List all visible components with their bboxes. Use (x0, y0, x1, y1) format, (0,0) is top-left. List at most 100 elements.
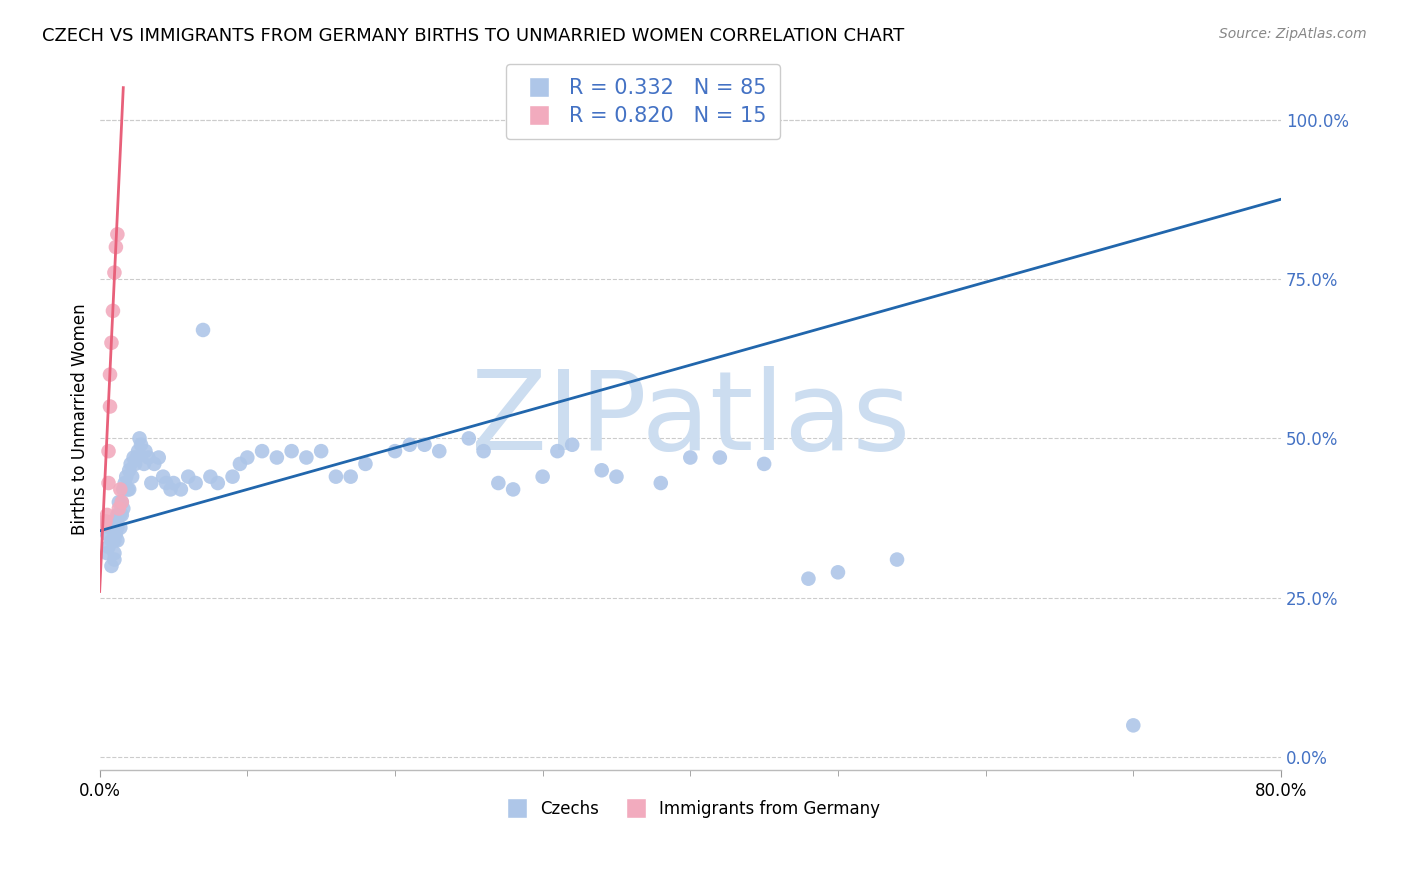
Legend: Czechs, Immigrants from Germany: Czechs, Immigrants from Germany (494, 794, 887, 825)
Point (124, 457, 146, 471)
Point (886, 552, 908, 566)
Point (1122, 718, 1144, 732)
Point (427, 444, 450, 458)
Point (112, 483, 135, 497)
Point (111, 495, 134, 509)
Point (121, 469, 143, 483)
Point (280, 444, 302, 458)
Point (325, 469, 347, 483)
Point (127, 444, 149, 458)
Point (561, 438, 583, 452)
Point (104, 514, 127, 528)
Point (125, 450, 148, 465)
Point (207, 476, 229, 491)
Point (108, 508, 131, 522)
Point (101, 514, 124, 528)
Point (97, 476, 120, 491)
Point (111, 508, 134, 522)
Point (472, 444, 495, 458)
Point (105, 227, 128, 242)
Point (229, 457, 252, 471)
Point (591, 463, 613, 477)
Point (132, 457, 155, 471)
Point (159, 483, 181, 497)
Point (118, 463, 141, 477)
Point (96, 546, 118, 560)
Point (221, 469, 243, 483)
Point (105, 508, 128, 522)
Point (96, 527, 118, 541)
Point (148, 450, 170, 465)
Point (103, 546, 125, 560)
Point (120, 457, 142, 471)
Point (752, 457, 775, 471)
Point (605, 469, 627, 483)
Point (100, 533, 122, 548)
Point (112, 501, 135, 516)
Point (679, 450, 702, 465)
Text: CZECH VS IMMIGRANTS FROM GERMANY BIRTHS TO UNMARRIED WOMEN CORRELATION CHART: CZECH VS IMMIGRANTS FROM GERMANY BIRTHS … (42, 27, 904, 45)
Point (93, 517, 115, 532)
Point (162, 476, 184, 491)
Point (110, 521, 132, 535)
Point (457, 431, 479, 445)
Point (134, 444, 156, 458)
Point (118, 483, 141, 497)
Point (108, 495, 131, 509)
Point (98, 521, 121, 535)
Point (413, 438, 436, 452)
Point (104, 527, 127, 541)
Point (97, 444, 120, 458)
Point (191, 323, 214, 337)
Point (546, 444, 568, 458)
Point (100, 335, 122, 350)
Point (141, 476, 163, 491)
Point (103, 521, 125, 535)
Point (250, 444, 273, 458)
Point (94, 514, 117, 528)
Point (115, 469, 138, 483)
Point (96, 508, 118, 522)
Point (105, 533, 128, 548)
Point (486, 476, 509, 491)
Y-axis label: Births to Unmarried Women: Births to Unmarried Women (72, 303, 89, 535)
Point (104, 240, 127, 254)
Point (111, 495, 134, 509)
Point (650, 476, 672, 491)
Point (398, 438, 420, 452)
Point (98, 400, 121, 414)
Point (266, 450, 288, 465)
Point (128, 431, 150, 445)
Point (384, 444, 406, 458)
Point (354, 457, 377, 471)
Point (129, 438, 152, 452)
Point (114, 476, 136, 491)
Text: Source: ZipAtlas.com: Source: ZipAtlas.com (1219, 27, 1367, 41)
Point (100, 558, 122, 573)
Point (101, 303, 124, 318)
Point (200, 469, 222, 483)
Point (709, 450, 731, 465)
Point (531, 469, 554, 483)
Point (339, 469, 361, 483)
Point (184, 476, 207, 491)
Point (110, 483, 132, 497)
Point (105, 521, 128, 535)
Text: ZIPatlas: ZIPatlas (471, 366, 910, 473)
Point (103, 552, 125, 566)
Point (797, 572, 820, 586)
Point (108, 501, 131, 516)
Point (97, 540, 120, 554)
Point (138, 450, 160, 465)
Point (143, 457, 166, 471)
Point (155, 476, 177, 491)
Point (827, 566, 849, 580)
Point (98, 368, 121, 382)
Point (177, 469, 200, 483)
Point (117, 483, 139, 497)
Point (103, 533, 125, 548)
Point (170, 483, 193, 497)
Point (122, 450, 145, 465)
Point (236, 450, 259, 465)
Point (309, 444, 332, 458)
